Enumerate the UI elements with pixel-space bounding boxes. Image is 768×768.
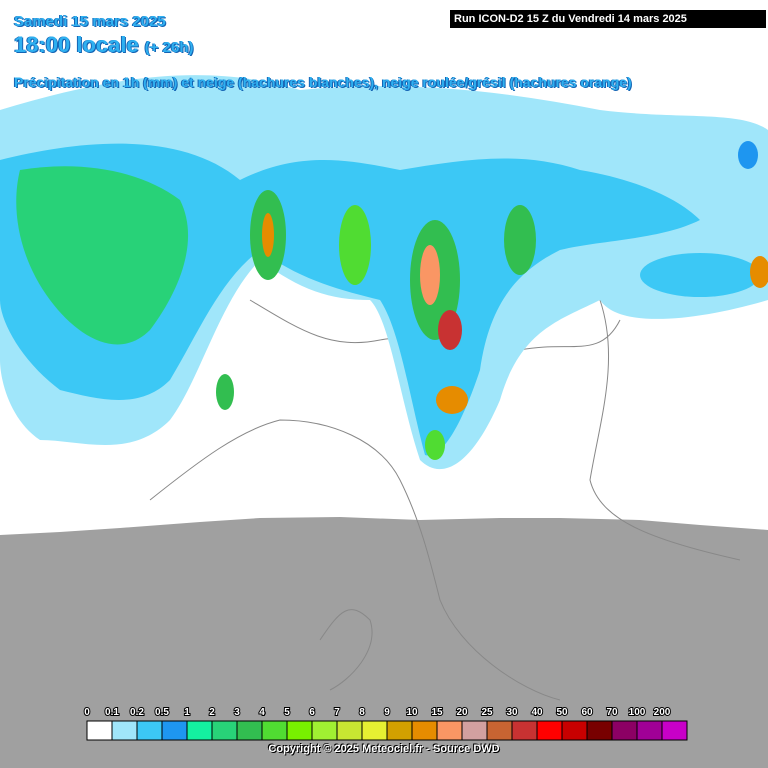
precip-cell <box>420 245 440 305</box>
legend-swatch <box>86 720 113 741</box>
legend-swatch <box>211 720 238 741</box>
legend-label: 25 <box>481 707 493 718</box>
run-info: Run ICON-D2 15 Z du Vendredi 14 mars 202… <box>450 10 766 28</box>
time-label: 18:00 locale <box>14 32 139 57</box>
precip-cell <box>216 374 234 410</box>
legend-swatch <box>186 720 213 741</box>
legend-swatch <box>111 720 138 741</box>
legend-label: 1 <box>184 707 190 718</box>
copyright: Copyright © 2025 Meteociel.fr - Source D… <box>268 743 500 755</box>
legend-swatch <box>661 720 688 741</box>
legend-swatch <box>636 720 663 741</box>
legend-label: 8 <box>359 707 365 718</box>
legend-label: 9 <box>384 707 390 718</box>
legend-label: 40 <box>531 707 543 718</box>
legend-label: 15 <box>431 707 443 718</box>
legend-label: 3 <box>234 707 240 718</box>
precip-cell <box>750 256 768 288</box>
precip-cell <box>436 386 468 414</box>
legend-swatch <box>236 720 263 741</box>
legend-swatch <box>286 720 313 741</box>
legend-label: 60 <box>581 707 593 718</box>
legend-swatch <box>511 720 538 741</box>
legend-swatch <box>461 720 488 741</box>
legend-swatch <box>161 720 188 741</box>
legend-swatch <box>261 720 288 741</box>
legend-label: 6 <box>309 707 315 718</box>
legend-label: 20 <box>456 707 468 718</box>
legend-label: 30 <box>506 707 518 718</box>
date: Samedi 15 mars 2025 <box>14 13 166 30</box>
precip-cell <box>262 213 274 257</box>
legend-swatch <box>336 720 363 741</box>
precipitation <box>0 75 768 470</box>
legend-swatch <box>311 720 338 741</box>
legend-swatch <box>611 720 638 741</box>
legend-label: 70 <box>606 707 618 718</box>
description: Précipitation en 1h (mm) et neige (hachu… <box>14 74 632 90</box>
legend-label: 0.5 <box>155 707 169 718</box>
precip-cell <box>640 253 760 297</box>
legend-swatch <box>561 720 588 741</box>
legend-label: 7 <box>334 707 340 718</box>
precip-green <box>16 166 189 345</box>
legend-swatch <box>436 720 463 741</box>
legend-label: 2 <box>209 707 215 718</box>
precip-cell <box>425 430 445 460</box>
precip-cell <box>738 141 758 169</box>
precip-cell <box>339 205 371 285</box>
legend-label: 4 <box>259 707 265 718</box>
legend-swatch <box>586 720 613 741</box>
legend-label: 50 <box>556 707 568 718</box>
precip-cell <box>438 310 462 350</box>
legend-swatch <box>386 720 413 741</box>
legend-swatch <box>486 720 513 741</box>
legend-swatch <box>136 720 163 741</box>
legend-swatch <box>361 720 388 741</box>
legend-label: 200 <box>654 707 671 718</box>
no-data-area <box>0 517 768 768</box>
legend-label: 5 <box>284 707 290 718</box>
legend-label: 0.2 <box>130 707 144 718</box>
lead-time: (+ 26h) <box>144 39 194 56</box>
legend-label: 100 <box>629 707 646 718</box>
legend-label: 0 <box>84 707 90 718</box>
legend-swatch <box>536 720 563 741</box>
precip-cell <box>504 205 536 275</box>
legend: 0 0.1 0.2 0.5 1 2 3 4 5 6 7 8 9 10 15 20 25 30 40 50 60 70 100… <box>83 706 688 741</box>
legend-label: 0.1 <box>105 707 119 718</box>
legend-label: 10 <box>406 707 418 718</box>
time: 18:00 locale (+ 26h) <box>14 32 194 58</box>
legend-swatch <box>411 720 438 741</box>
